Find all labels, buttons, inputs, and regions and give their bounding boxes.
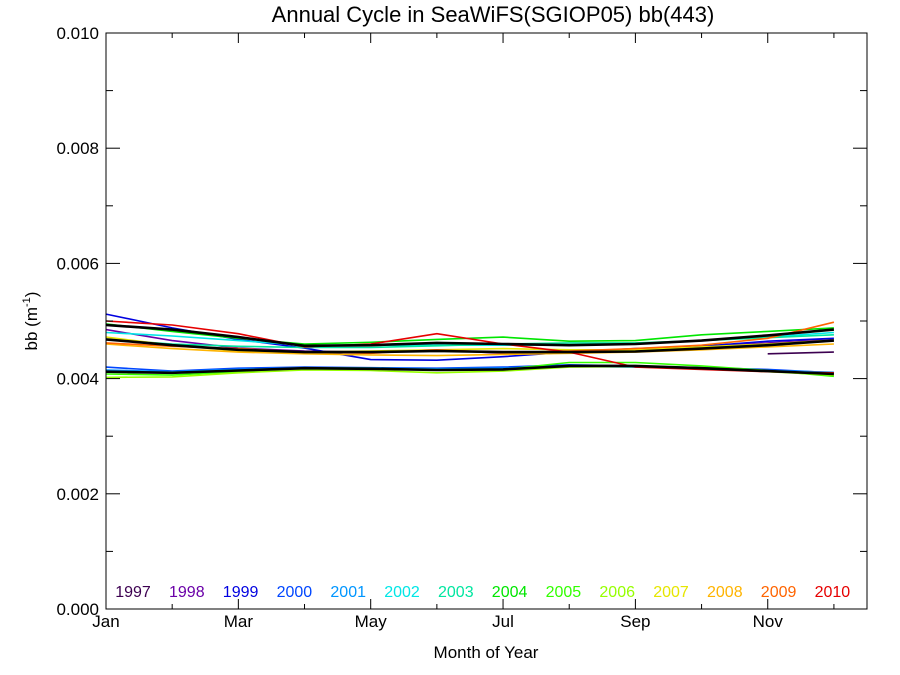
legend-entry-2010: 2010 [815, 584, 851, 601]
x-tick-label: Mar [224, 612, 254, 631]
legend-entry-2006: 2006 [599, 584, 635, 601]
legend-entry-2009: 2009 [761, 584, 797, 601]
x-tick-label: Jan [92, 612, 119, 631]
y-tick-label: 0.006 [56, 254, 99, 273]
legend-entry-2003: 2003 [438, 584, 474, 601]
legend-entry-2005: 2005 [546, 584, 582, 601]
y-tick-label: 0.004 [56, 370, 99, 389]
x-tick-label: Nov [753, 612, 784, 631]
x-tick-label: Sep [620, 612, 650, 631]
y-tick-label: 0.008 [56, 139, 99, 158]
y-axis-label-main: bb (m [22, 307, 41, 350]
legend-entry-2002: 2002 [384, 584, 420, 601]
x-tick-label: May [355, 612, 388, 631]
legend-entry-2000: 2000 [277, 584, 313, 601]
series-line-1997 [767, 351, 834, 355]
legend-entry-2004: 2004 [492, 584, 528, 601]
y-axis-label-sup: -1 [21, 297, 33, 307]
x-axis-label: Month of Year [434, 643, 539, 662]
legend: 1997 1998 1999 2000 2001 2002 2003 2004 2005 2006… [115, 584, 850, 601]
y-axis-label-end: ) [22, 292, 41, 298]
x-tick-label: Jul [492, 612, 514, 631]
chart-title: Annual Cycle in SeaWiFS(SGIOP05) bb(443) [272, 2, 715, 27]
y-tick-label: 0.000 [56, 600, 99, 619]
legend-entry-2001: 2001 [330, 584, 366, 601]
legend-entry-2008: 2008 [707, 584, 743, 601]
ticks-layer: Jan Mar May Jul Sep Nov 0.000 0.002 0.004 0.006 0.… [56, 24, 867, 631]
series-line-mean-16 [105, 364, 834, 376]
series-layer [105, 313, 835, 379]
legend-entry-2007: 2007 [653, 584, 689, 601]
legend-entry-1998: 1998 [169, 584, 205, 601]
legend-entry-1999: 1999 [223, 584, 259, 601]
y-tick-label: 0.002 [56, 485, 99, 504]
legend-entry-1997: 1997 [115, 584, 151, 601]
series-line-mean-14 [105, 323, 835, 348]
y-axis-label: bb (m-1) [21, 292, 41, 351]
y-tick-label: 0.010 [56, 24, 99, 43]
series-line-mean-15 [105, 338, 834, 354]
